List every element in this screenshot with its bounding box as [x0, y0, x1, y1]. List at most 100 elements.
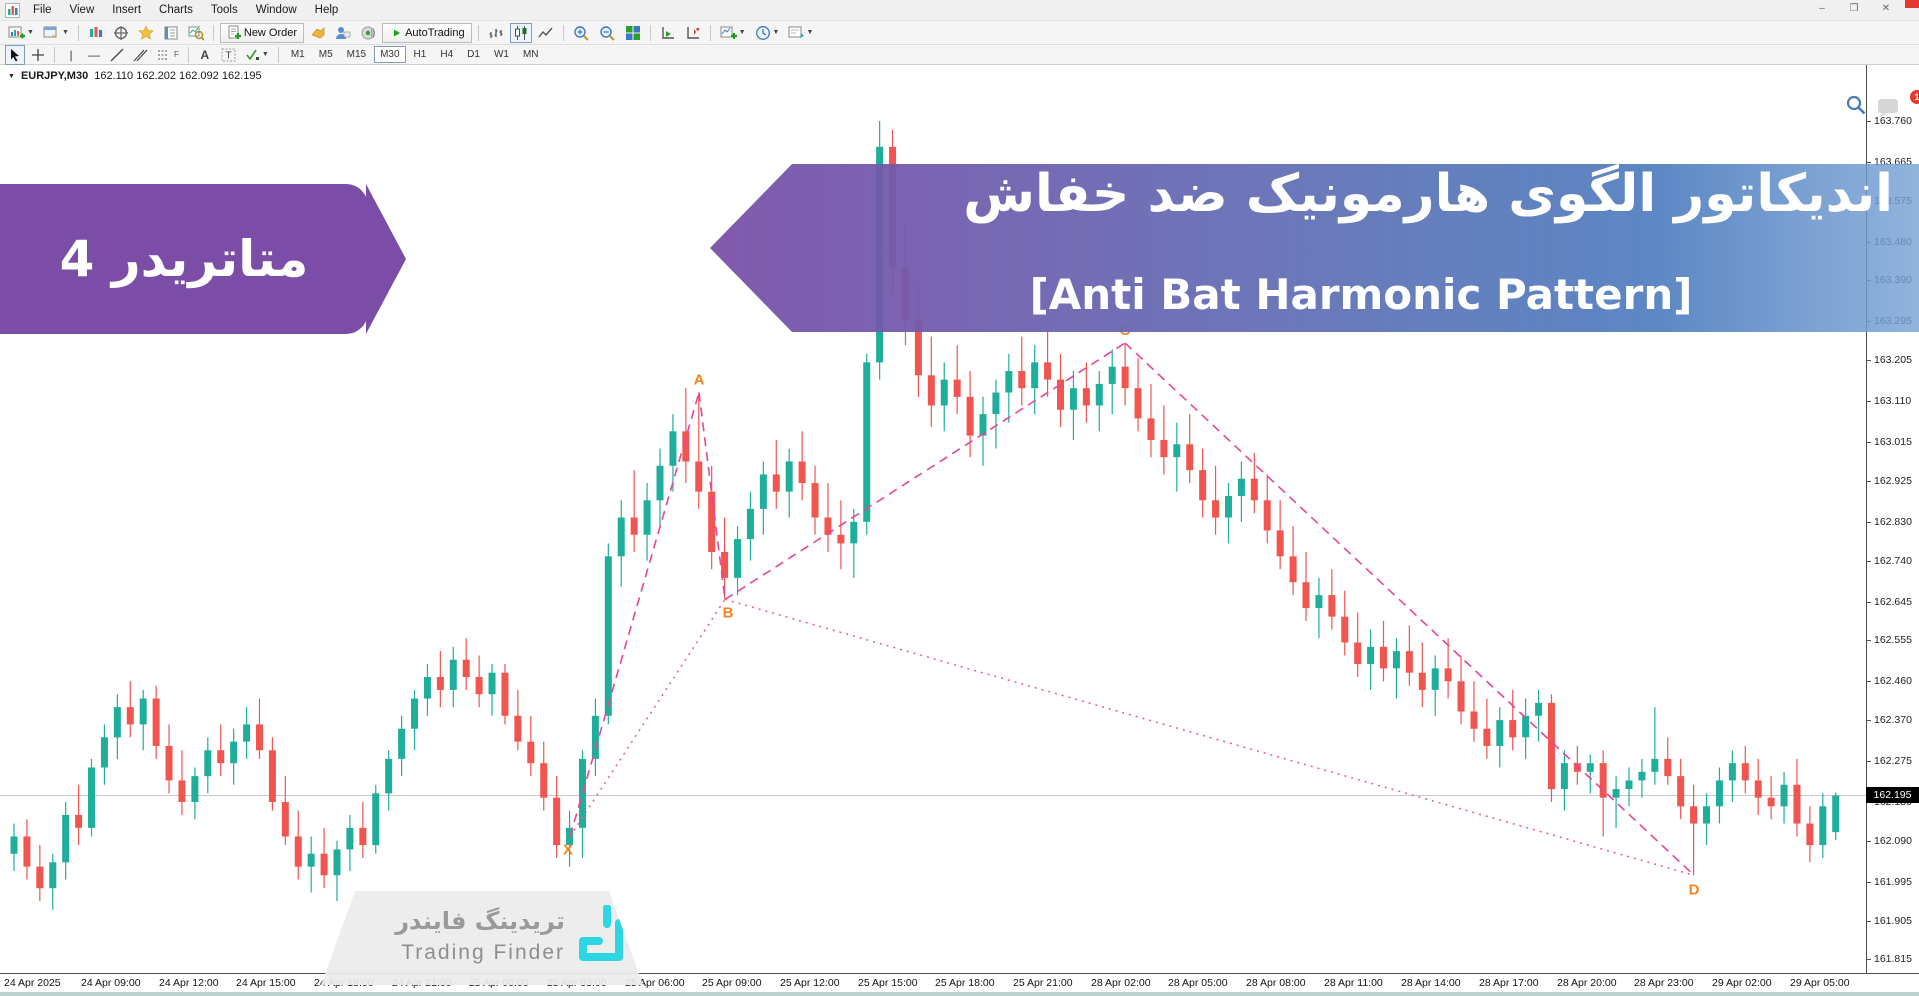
minimize-button[interactable]: – — [1819, 3, 1825, 14]
strategy-tester-button[interactable] — [185, 23, 207, 43]
candle-body — [411, 698, 419, 729]
restore-button[interactable]: ❐ — [1849, 3, 1859, 14]
candle-body — [1031, 362, 1039, 389]
pattern-line-XA[interactable] — [569, 392, 700, 837]
candle-body — [1819, 806, 1827, 846]
terminal-icon — [164, 26, 178, 39]
candle-body — [359, 827, 367, 846]
time-tick: 25 Apr 12:00 — [780, 977, 840, 989]
bar-chart-button[interactable] — [485, 23, 507, 43]
time-tick: 24 Apr 12:00 — [159, 977, 219, 989]
autotrading-button[interactable]: AutoTrading — [382, 22, 472, 43]
new-chart-button[interactable]: ▼ — [5, 23, 37, 43]
pattern-point-label-A[interactable]: A — [694, 372, 705, 389]
bid-price-box: 162.195 — [1866, 787, 1919, 803]
candle-body — [449, 659, 457, 690]
pattern-line-XB[interactable] — [569, 598, 726, 837]
fibonacci-button[interactable]: F — [154, 45, 182, 65]
indicators-button[interactable]: ▼ — [717, 23, 749, 43]
crosshair-button[interactable] — [28, 45, 48, 65]
terminal-button[interactable] — [160, 23, 182, 43]
vertical-line-button[interactable]: | — [69, 47, 73, 62]
pattern-point-label-B[interactable]: B — [723, 604, 734, 621]
candle-body — [1341, 616, 1349, 643]
candle-body — [1018, 370, 1026, 389]
candle-body — [540, 763, 548, 798]
menu-file[interactable]: File — [33, 4, 52, 16]
notification-badge: 1 — [1910, 90, 1919, 104]
periods-button[interactable]: ▼ — [752, 23, 783, 43]
pattern-point-label-X[interactable]: X — [563, 841, 573, 858]
menu-window[interactable]: Window — [255, 4, 297, 16]
candle-body — [1082, 388, 1090, 406]
close-icon[interactable] — [1905, 0, 1919, 8]
trendline-button[interactable] — [107, 45, 127, 65]
timeframe-h4[interactable]: H4 — [440, 49, 454, 60]
timeframe-m15[interactable]: M15 — [346, 49, 367, 60]
candle-body — [966, 396, 974, 436]
cursor-button[interactable] — [5, 44, 25, 65]
timeframe-mn[interactable]: MN — [522, 49, 539, 60]
zoom-out-button[interactable] — [596, 23, 619, 43]
line-chart-button[interactable] — [535, 23, 557, 43]
expert-advisors-icon — [311, 26, 325, 38]
menu-items: File View Insert Charts Tools Window Help — [24, 1, 347, 19]
time-axis[interactable]: 24 Apr 2025 24 Apr 09:00 24 Apr 12:00 24 Ap… — [0, 973, 1919, 992]
chart-shift-button[interactable] — [682, 23, 704, 43]
menu-tools[interactable]: Tools — [210, 4, 238, 16]
watermark-text-en: Trading Finder — [401, 941, 565, 964]
candle-body — [294, 836, 302, 867]
new-order-button[interactable]: New Order — [219, 22, 305, 43]
chat-icon[interactable]: 1 — [1877, 90, 1919, 118]
timeframe-h1[interactable]: H1 — [413, 49, 427, 60]
navigator-button[interactable] — [135, 23, 157, 43]
menu-insert[interactable]: Insert — [112, 4, 142, 16]
candlestick-chart[interactable]: XABCD — [0, 0, 1866, 973]
arrows-button[interactable]: ▼ — [242, 45, 272, 65]
zoom-in-button[interactable] — [570, 23, 593, 43]
timeframe-m1[interactable]: M1 — [290, 49, 305, 60]
expert-advisors-button[interactable] — [307, 23, 329, 43]
chart-shift-icon — [686, 26, 699, 39]
candle-body — [1069, 388, 1077, 410]
bottom-edge-strip — [0, 992, 1919, 996]
text-label-button[interactable]: T — [218, 45, 239, 65]
close-button[interactable]: ✕ — [1881, 3, 1891, 14]
community-button[interactable] — [332, 23, 354, 43]
menu-view[interactable]: View — [69, 4, 95, 16]
timeframe-m30[interactable]: M30 — [374, 46, 406, 63]
tile-windows-button[interactable] — [622, 23, 644, 43]
text-button[interactable]: A — [195, 45, 215, 65]
ohlc-readout: 162.110 162.202 162.092 162.195 — [94, 70, 262, 82]
timeframe-w1[interactable]: W1 — [493, 49, 509, 60]
candle-body — [1173, 444, 1181, 458]
candle-body — [1250, 478, 1258, 501]
equidistant-channel-button[interactable] — [130, 45, 151, 65]
timeframe-m5[interactable]: M5 — [318, 49, 333, 60]
candle-body — [23, 836, 31, 867]
templates-button[interactable]: ▼ — [785, 23, 816, 43]
price-tick: 163.760 — [1867, 115, 1912, 127]
time-tick: 29 Apr 02:00 — [1712, 977, 1772, 989]
pattern-point-label-D[interactable]: D — [1689, 881, 1700, 898]
pattern-line-CD[interactable] — [1124, 342, 1695, 876]
candle-body — [772, 474, 780, 492]
candle-body — [75, 814, 83, 828]
candle-body — [1728, 763, 1736, 781]
timeframe-d1[interactable]: D1 — [467, 49, 480, 60]
search-icon[interactable] — [1845, 94, 1867, 116]
candlestick-chart-button[interactable] — [509, 22, 532, 43]
data-window-button[interactable] — [110, 23, 132, 43]
market-watch-button[interactable] — [85, 23, 107, 43]
pattern-line-BC[interactable] — [724, 342, 1126, 601]
menu-charts[interactable]: Charts — [159, 4, 193, 16]
signals-button[interactable] — [357, 23, 379, 43]
horizontal-line-button[interactable]: — — [88, 47, 100, 62]
candle-body — [527, 741, 535, 764]
candle-body — [88, 767, 96, 828]
menu-help[interactable]: Help — [314, 4, 339, 16]
profiles-button[interactable]: ▼ — [40, 23, 72, 43]
chevron-down-icon[interactable]: ▼ — [8, 72, 15, 80]
pattern-line-AB[interactable] — [698, 392, 726, 600]
auto-scroll-button[interactable] — [657, 23, 679, 43]
